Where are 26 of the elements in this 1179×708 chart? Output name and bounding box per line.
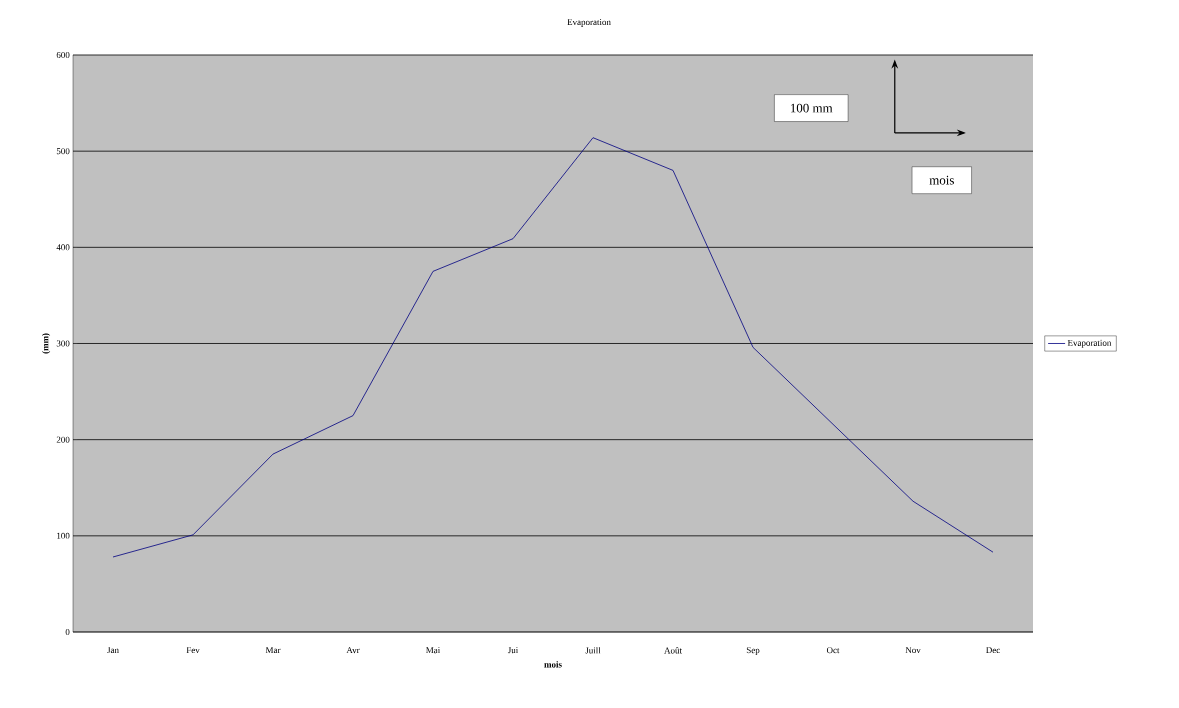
x-tick-label: Mar [265,647,281,654]
y-axis-title: (mm) [42,333,51,354]
x-tick-label: Sep [746,647,760,655]
chart-title: Evaporation [567,19,611,27]
x-tick-label: Jan [107,647,119,654]
annotation: mois [929,175,954,185]
y-tick-label: 0 [65,628,70,636]
line-series [112,137,994,558]
x-tick-label: Juill [585,647,601,654]
annotation: 100 mm [790,103,833,113]
y-tick-label: 400 [56,244,70,251]
x-tick-label: Nov [905,647,921,654]
x-axis-title: mois [544,661,562,668]
x-tick-label: Août [664,647,682,654]
y-tick-label: 100 [57,532,70,539]
y-tick-label: 600 [56,51,70,59]
y-tick-label: 500 [56,148,70,155]
legend-label: Evaporation [1067,339,1112,348]
x-tick-label: Oct [826,647,840,654]
x-tick-label: Dec [986,647,1000,654]
x-tick-label: Jui [507,647,519,654]
y-tick-label: 300 [56,340,70,347]
x-tick-label: Avr [346,647,360,654]
y-tick-label: 200 [56,436,70,443]
x-tick-label: Fev [186,647,200,654]
x-tick-label: Mai [426,647,441,654]
